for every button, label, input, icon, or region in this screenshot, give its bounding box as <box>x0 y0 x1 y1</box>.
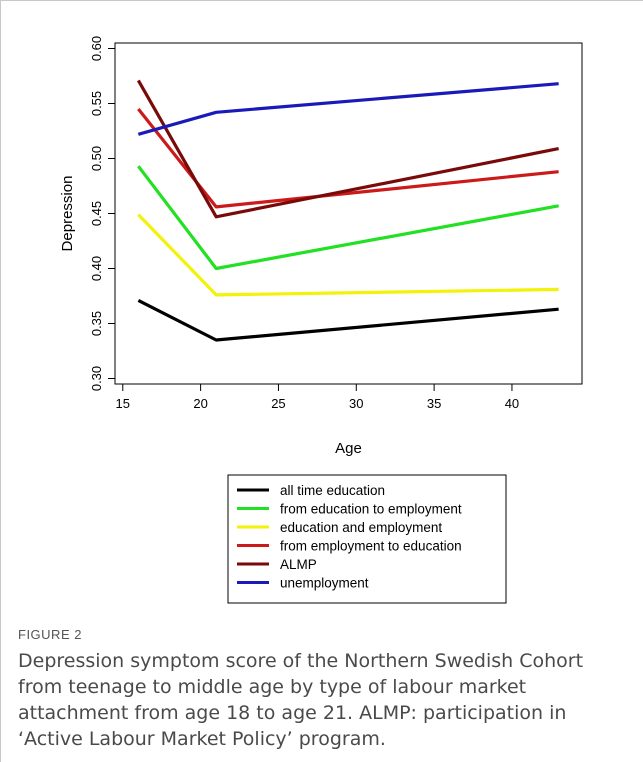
legend-label: unemployment <box>280 576 369 591</box>
figure-caption: Depression symptom score of the Northern… <box>18 650 584 750</box>
line-chart: 0.30 0.35 0.40 0.45 0.50 0.55 0.60 15 20 25 30 35 4… <box>59 36 583 604</box>
y-tick-label: 0.50 <box>89 146 104 171</box>
x-tick-label: 30 <box>349 396 363 411</box>
series-line-1 <box>137 298 559 342</box>
legend-label: from employment to education <box>280 539 462 554</box>
x-tick-label: 40 <box>505 396 519 411</box>
x-tick-label: 25 <box>271 396 285 411</box>
y-tick-label: 0.45 <box>89 201 104 226</box>
series-lines <box>136 79 559 342</box>
series-line-6 <box>137 82 559 136</box>
legend-box <box>227 474 507 604</box>
legend-label: from education to employment <box>280 502 462 517</box>
legend-label: all time education <box>280 483 385 498</box>
y-axis-label: Depression <box>59 176 76 252</box>
y-tick-label: 0.60 <box>89 36 104 61</box>
top-divider <box>0 0 643 1</box>
x-axis-label: Age <box>335 440 362 457</box>
series-line-3 <box>137 213 559 297</box>
legend: all time education from education to empl… <box>227 474 507 604</box>
left-divider <box>0 0 1 762</box>
x-tick-label: 35 <box>427 396 441 411</box>
x-tick-label: 15 <box>116 396 130 411</box>
y-tick-label: 0.35 <box>89 311 104 336</box>
x-axis: 15 20 25 30 35 40 <box>116 384 519 411</box>
y-axis: 0.30 0.35 0.40 0.45 0.50 0.55 0.60 <box>89 36 115 391</box>
legend-label: education and employment <box>280 520 442 535</box>
figure-label: FIGURE 2 <box>18 627 82 642</box>
x-tick-label: 20 <box>193 396 207 411</box>
y-tick-label: 0.55 <box>89 91 104 116</box>
series-line-4 <box>137 108 559 209</box>
series-line-2 <box>137 165 559 271</box>
y-tick-label: 0.30 <box>89 366 104 391</box>
y-tick-label: 0.40 <box>89 256 104 281</box>
legend-label: ALMP <box>280 557 317 572</box>
